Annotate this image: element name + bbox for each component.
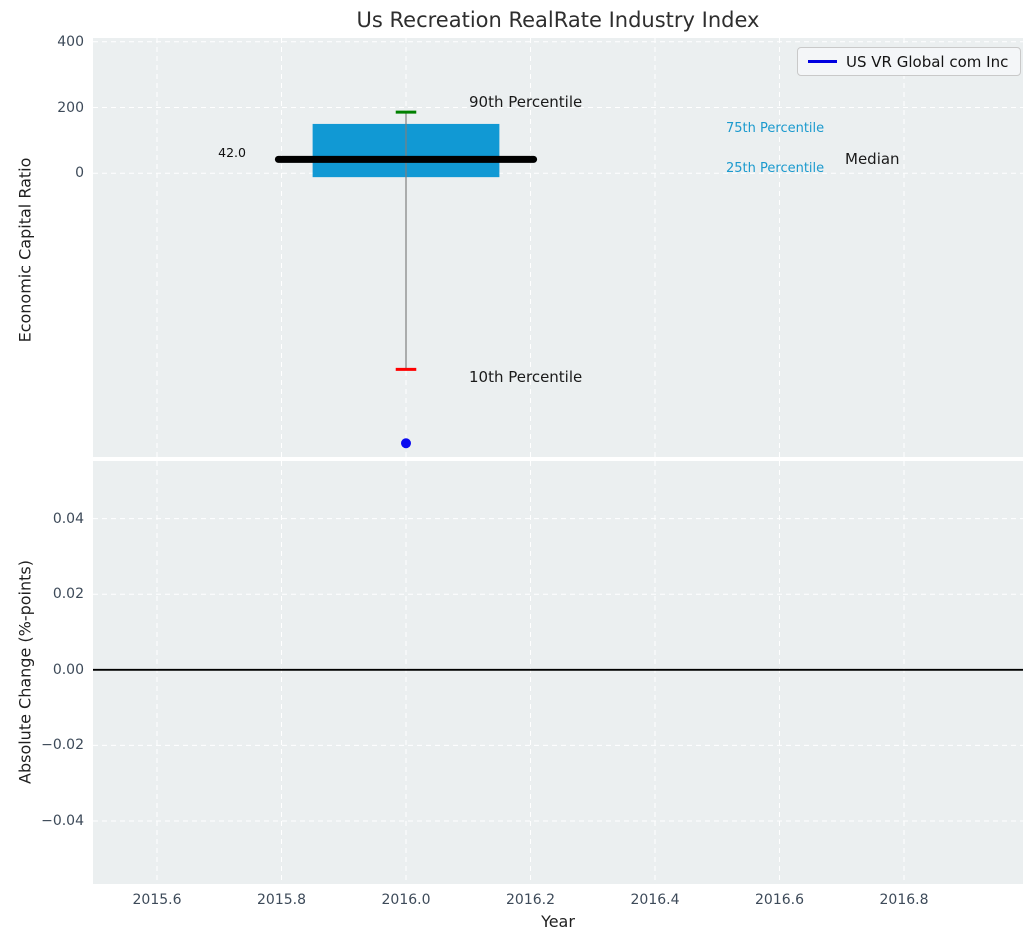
bottom-axes [93,461,1023,884]
top-axes [93,38,1023,457]
chart-title: Us Recreation RealRate Industry Index [356,8,760,32]
top-y-tick-label: 0 [75,165,84,182]
bottom-plot-canvas [93,461,1023,884]
annotation-75th-percentile: 75th Percentile [726,121,825,136]
median-value-label: 42.0 [218,145,246,160]
top-y-tick-label: 400 [57,33,84,50]
bottom-y-tick-label: 0.00 [52,661,84,678]
x-tick-label: 2016.6 [755,892,804,908]
legend: US VR Global com Inc [797,47,1021,76]
bottom-y-tick-label: −0.02 [41,737,84,754]
annotation-90th-percentile: 90th Percentile [469,93,583,111]
legend-line-swatch-icon [808,60,837,63]
x-tick-label: 2016.2 [506,892,555,908]
x-tick-label: 2016.8 [879,892,929,908]
legend-series-label: US VR Global com Inc [846,52,1009,71]
x-tick-label: 2016.4 [630,892,680,908]
x-tick-label: 2016.0 [381,892,431,908]
x-axis-label: Year [541,912,575,931]
top-plot-canvas [93,38,1023,457]
annotation-10th-percentile: 10th Percentile [469,368,583,386]
bottom-y-tick-label: −0.04 [41,813,84,829]
x-tick-label: 2015.8 [257,892,306,908]
bottom-y-tick-label: 0.04 [52,510,84,527]
company-data-point [401,438,411,449]
annotation-median: Median [845,150,900,168]
bottom-y-tick-label: 0.02 [52,586,84,603]
top-y-axis-label: Economic Capital Ratio [15,157,35,343]
x-tick-label: 2015.6 [132,892,182,908]
top-y-tick-label: 200 [57,99,84,116]
annotation-25th-percentile: 25th Percentile [726,161,825,176]
